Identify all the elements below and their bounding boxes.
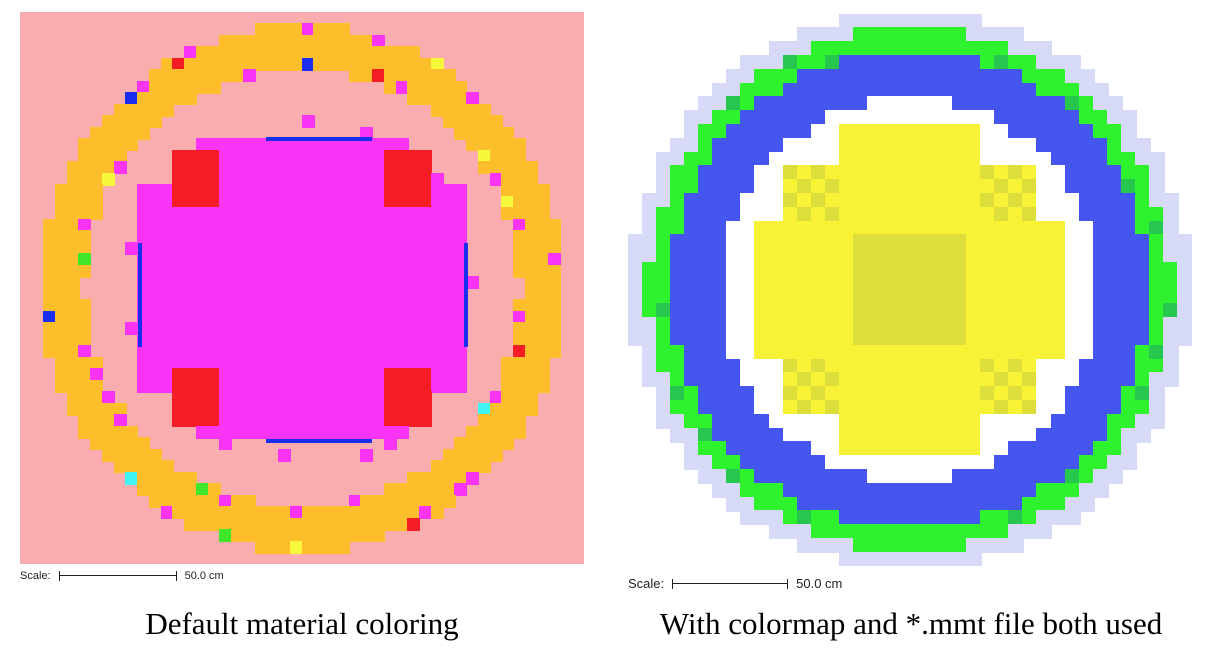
right-scale-label: Scale: [628, 576, 665, 591]
default-material-plot [20, 12, 584, 564]
left-scale-label: Scale: [20, 570, 51, 582]
right-caption: With colormap and *.mmt file both used [659, 606, 1163, 641]
left-scale-bar: Scale: 50.0 cm [20, 570, 224, 582]
right-scale-bar: Scale: 50.0 cm [628, 576, 842, 591]
left-scale-line [58, 571, 177, 581]
left-scale-value: 50.0 cm [184, 570, 224, 582]
right-scale-line [672, 578, 789, 589]
colormap-material-raster [628, 14, 1192, 566]
default-material-raster [20, 12, 584, 564]
left-caption: Default material coloring [145, 606, 459, 641]
colormap-material-plot [628, 14, 1192, 566]
right-scale-value: 50.0 cm [796, 576, 843, 591]
